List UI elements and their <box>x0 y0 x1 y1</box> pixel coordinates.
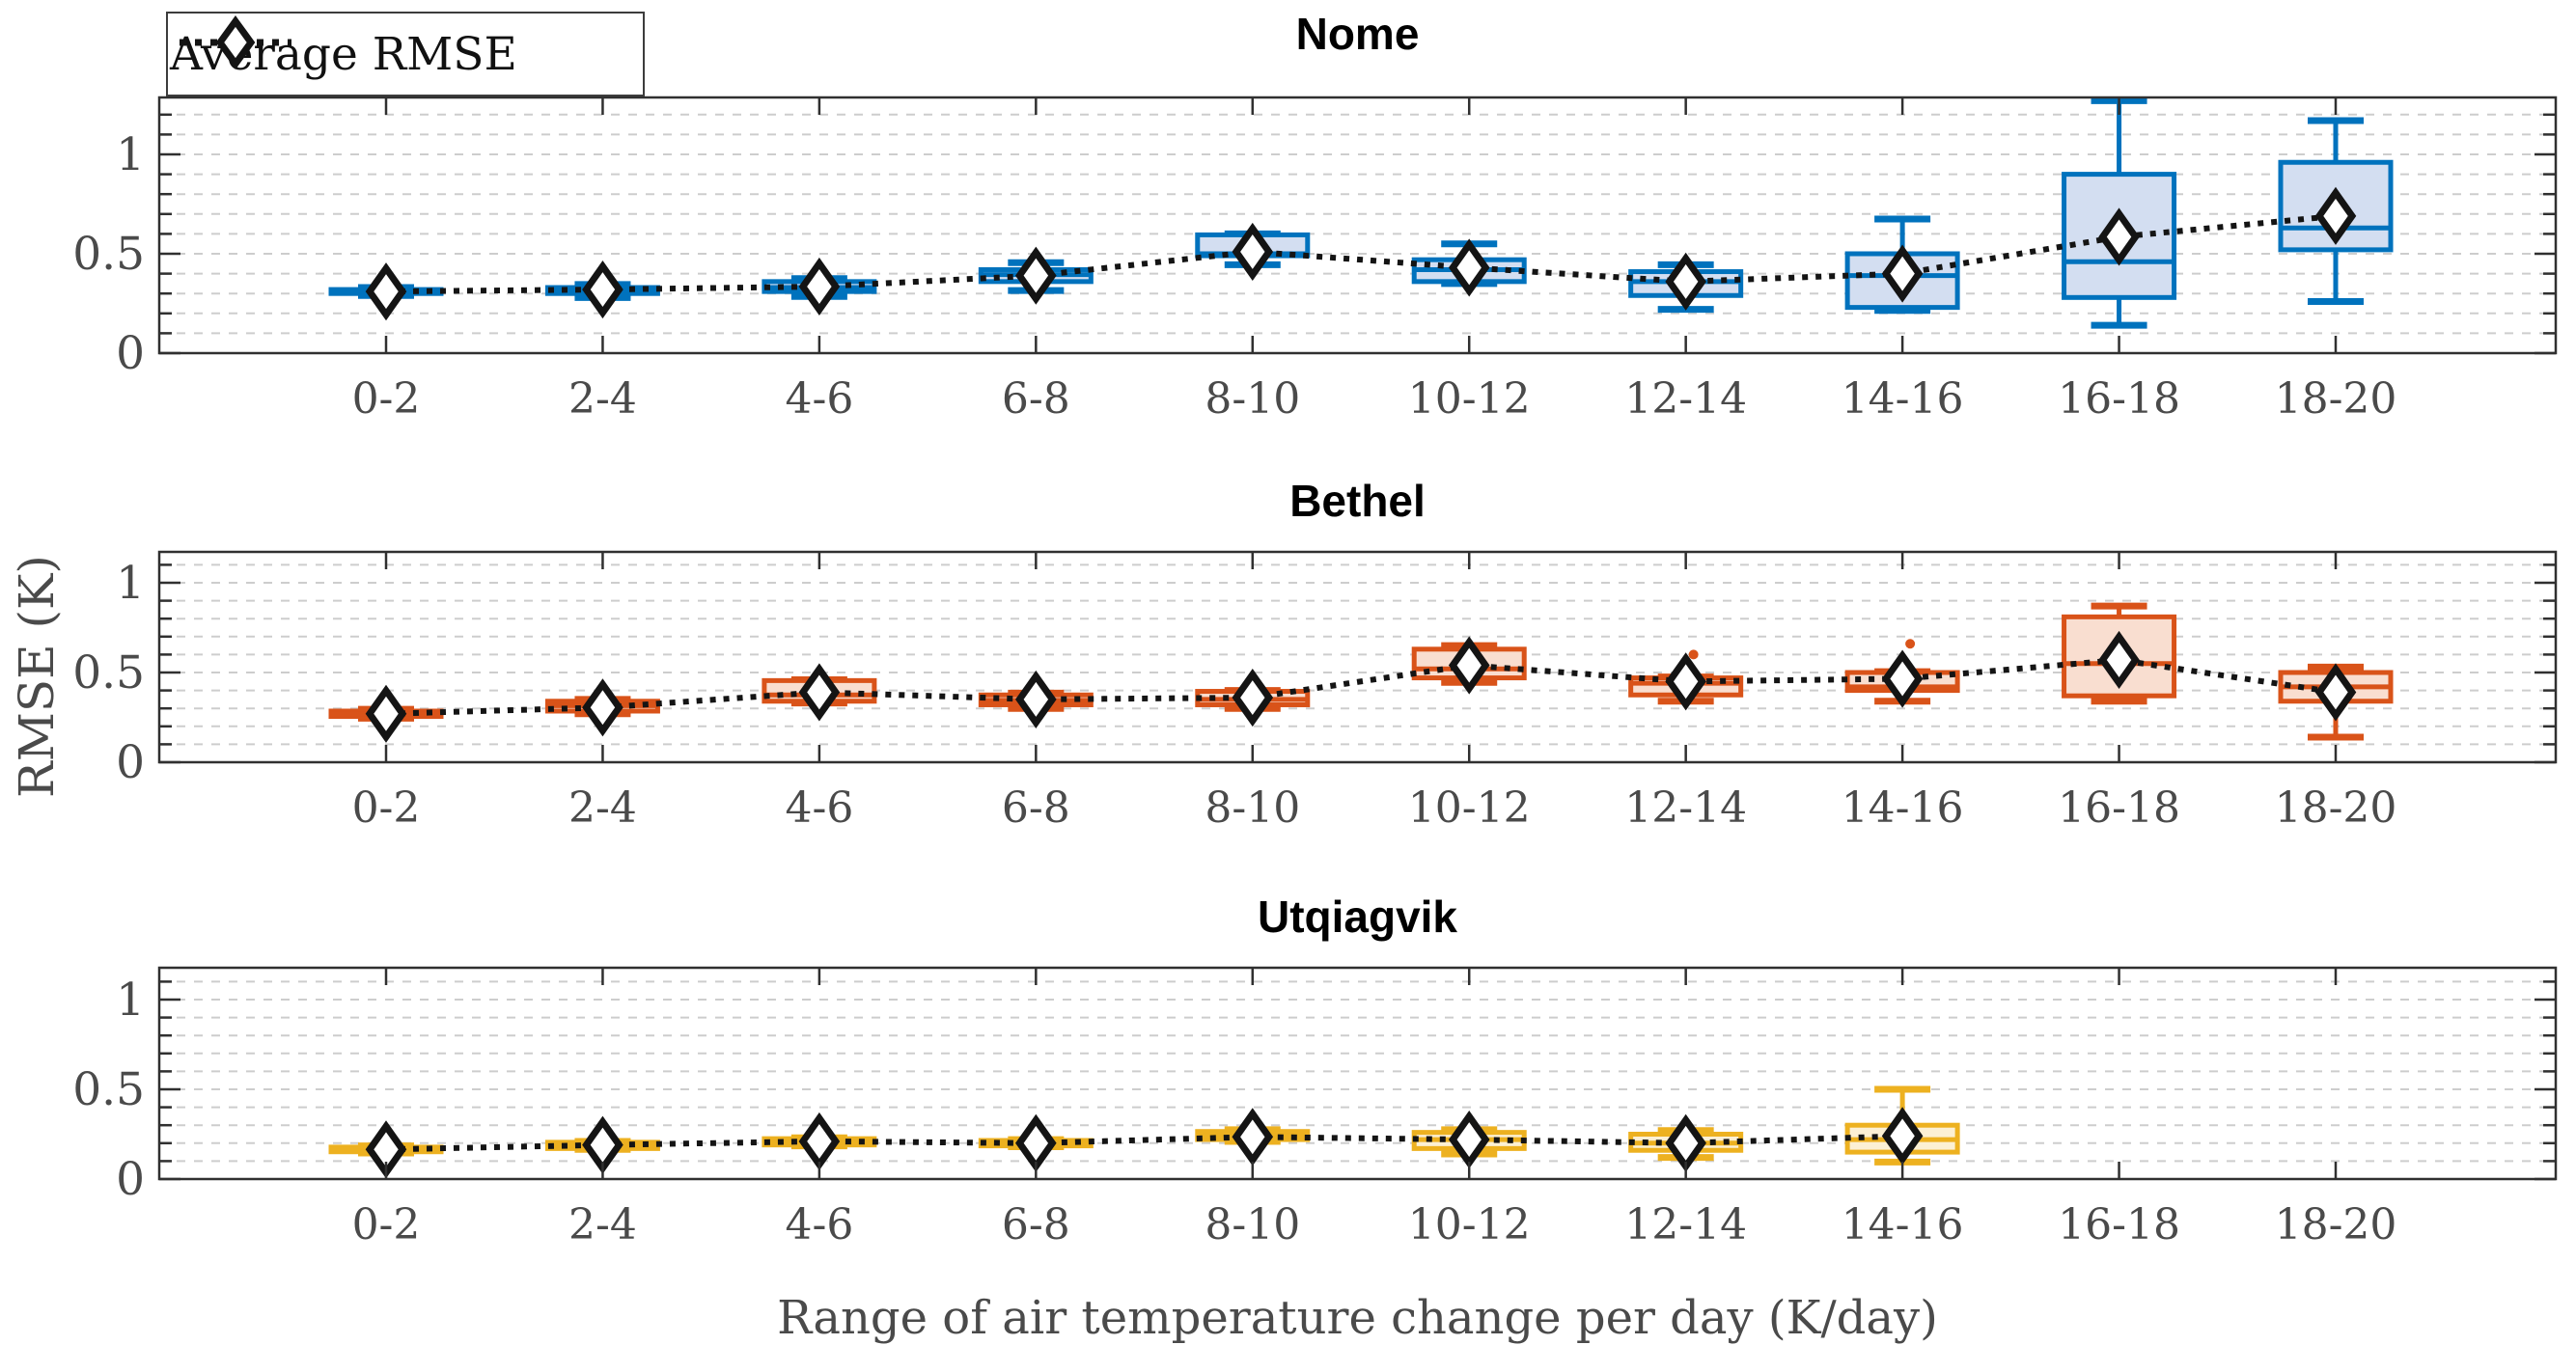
x-tick-label: 0-2 <box>352 374 421 424</box>
x-tick-label: 16-18 <box>2058 783 2180 833</box>
average-rmse-marker <box>365 684 407 743</box>
x-tick-label: 16-18 <box>2058 1200 2180 1249</box>
average-rmse-marker <box>798 663 841 722</box>
average-rmse-marker <box>1881 244 1924 303</box>
subplot-title-bethel: Bethel <box>1289 476 1426 526</box>
x-tick-label: 2-4 <box>568 374 637 424</box>
average-rmse-marker-icon <box>180 15 291 69</box>
average-rmse-marker <box>365 262 407 321</box>
x-tick-label: 8-10 <box>1205 374 1300 424</box>
average-rmse-marker <box>1881 1107 1924 1166</box>
average-rmse-line <box>385 212 2337 295</box>
x-tick-label: 12-14 <box>1624 783 1747 833</box>
y-tick-label: 0.5 <box>72 646 145 700</box>
x-tick-label: 4-6 <box>785 374 853 424</box>
x-tick-label: 0-2 <box>352 783 421 833</box>
average-rmse-marker <box>2098 207 2140 266</box>
average-rmse-marker <box>1448 238 1490 297</box>
x-tick-label: 12-14 <box>1624 374 1747 424</box>
y-tick-label: 0.5 <box>72 1063 145 1116</box>
x-tick-label: 16-18 <box>2058 374 2180 424</box>
axes-border <box>157 96 2558 355</box>
average-rmse-marker <box>582 261 623 319</box>
x-tick-label: 10-12 <box>1408 783 1531 833</box>
x-tick-label: 4-6 <box>785 783 853 833</box>
y-tick-label: 0.5 <box>72 228 145 281</box>
average-rmse-marker <box>1232 1108 1274 1167</box>
average-rmse-marker <box>2314 186 2357 245</box>
outlier-point <box>1905 639 1916 649</box>
y-tick-label: 0 <box>116 736 145 789</box>
y-tick-label: 0 <box>116 1153 145 1206</box>
axes-border <box>157 966 2558 1181</box>
x-tick-label: 14-16 <box>1842 374 1964 424</box>
y-tick-label: 0 <box>116 327 145 380</box>
axes-border <box>157 550 2558 764</box>
average-rmse-marker <box>1881 649 1924 708</box>
average-rmse-line <box>385 1133 1903 1153</box>
x-tick-label: 10-12 <box>1408 1200 1531 1249</box>
x-tick-label: 14-16 <box>1842 783 1964 833</box>
x-tick-label: 8-10 <box>1205 1200 1300 1249</box>
average-rmse-marker <box>1015 670 1057 728</box>
average-rmse-line <box>385 656 2337 717</box>
x-tick-label: 6-8 <box>1002 1200 1070 1249</box>
y-tick-label: 1 <box>116 128 145 181</box>
y-tick-label: 1 <box>116 974 145 1027</box>
x-tick-label: 4-6 <box>785 1200 853 1249</box>
average-rmse-marker <box>2314 663 2357 722</box>
y-tick-label: 1 <box>116 557 145 610</box>
average-rmse-marker <box>1015 246 1057 305</box>
x-tick-label: 18-20 <box>2275 1200 2397 1249</box>
legend: Average RMSE <box>166 12 645 96</box>
average-rmse-marker <box>798 257 841 316</box>
average-rmse-marker <box>1665 652 1706 711</box>
average-rmse-marker <box>2098 630 2140 690</box>
x-tick-label: 12-14 <box>1624 1200 1747 1249</box>
y-axis-label: RMSE (K) <box>9 555 65 798</box>
average-rmse-marker <box>1232 222 1274 281</box>
subplot-title-nome: Nome <box>1295 9 1420 59</box>
x-tick-label: 14-16 <box>1842 1200 1964 1249</box>
x-axis-label: Range of air temperature change per day … <box>777 1291 1938 1345</box>
x-tick-label: 0-2 <box>352 1200 421 1249</box>
x-tick-label: 18-20 <box>2275 783 2397 833</box>
average-rmse-marker <box>1665 252 1706 311</box>
x-tick-label: 10-12 <box>1408 374 1531 424</box>
x-tick-label: 6-8 <box>1002 374 1070 424</box>
average-rmse-marker <box>1448 636 1490 695</box>
x-tick-label: 18-20 <box>2275 374 2397 424</box>
x-tick-label: 2-4 <box>568 783 637 833</box>
box <box>2062 614 2177 699</box>
average-rmse-marker <box>582 678 623 737</box>
average-rmse-marker <box>1015 1113 1057 1172</box>
x-tick-label: 2-4 <box>568 1200 637 1249</box>
average-rmse-marker <box>1232 668 1274 727</box>
x-tick-label: 8-10 <box>1205 783 1300 833</box>
x-tick-label: 6-8 <box>1002 783 1070 833</box>
subplot-title-utqiagvik: Utqiagvik <box>1257 892 1458 942</box>
outlier-point <box>1688 649 1699 660</box>
